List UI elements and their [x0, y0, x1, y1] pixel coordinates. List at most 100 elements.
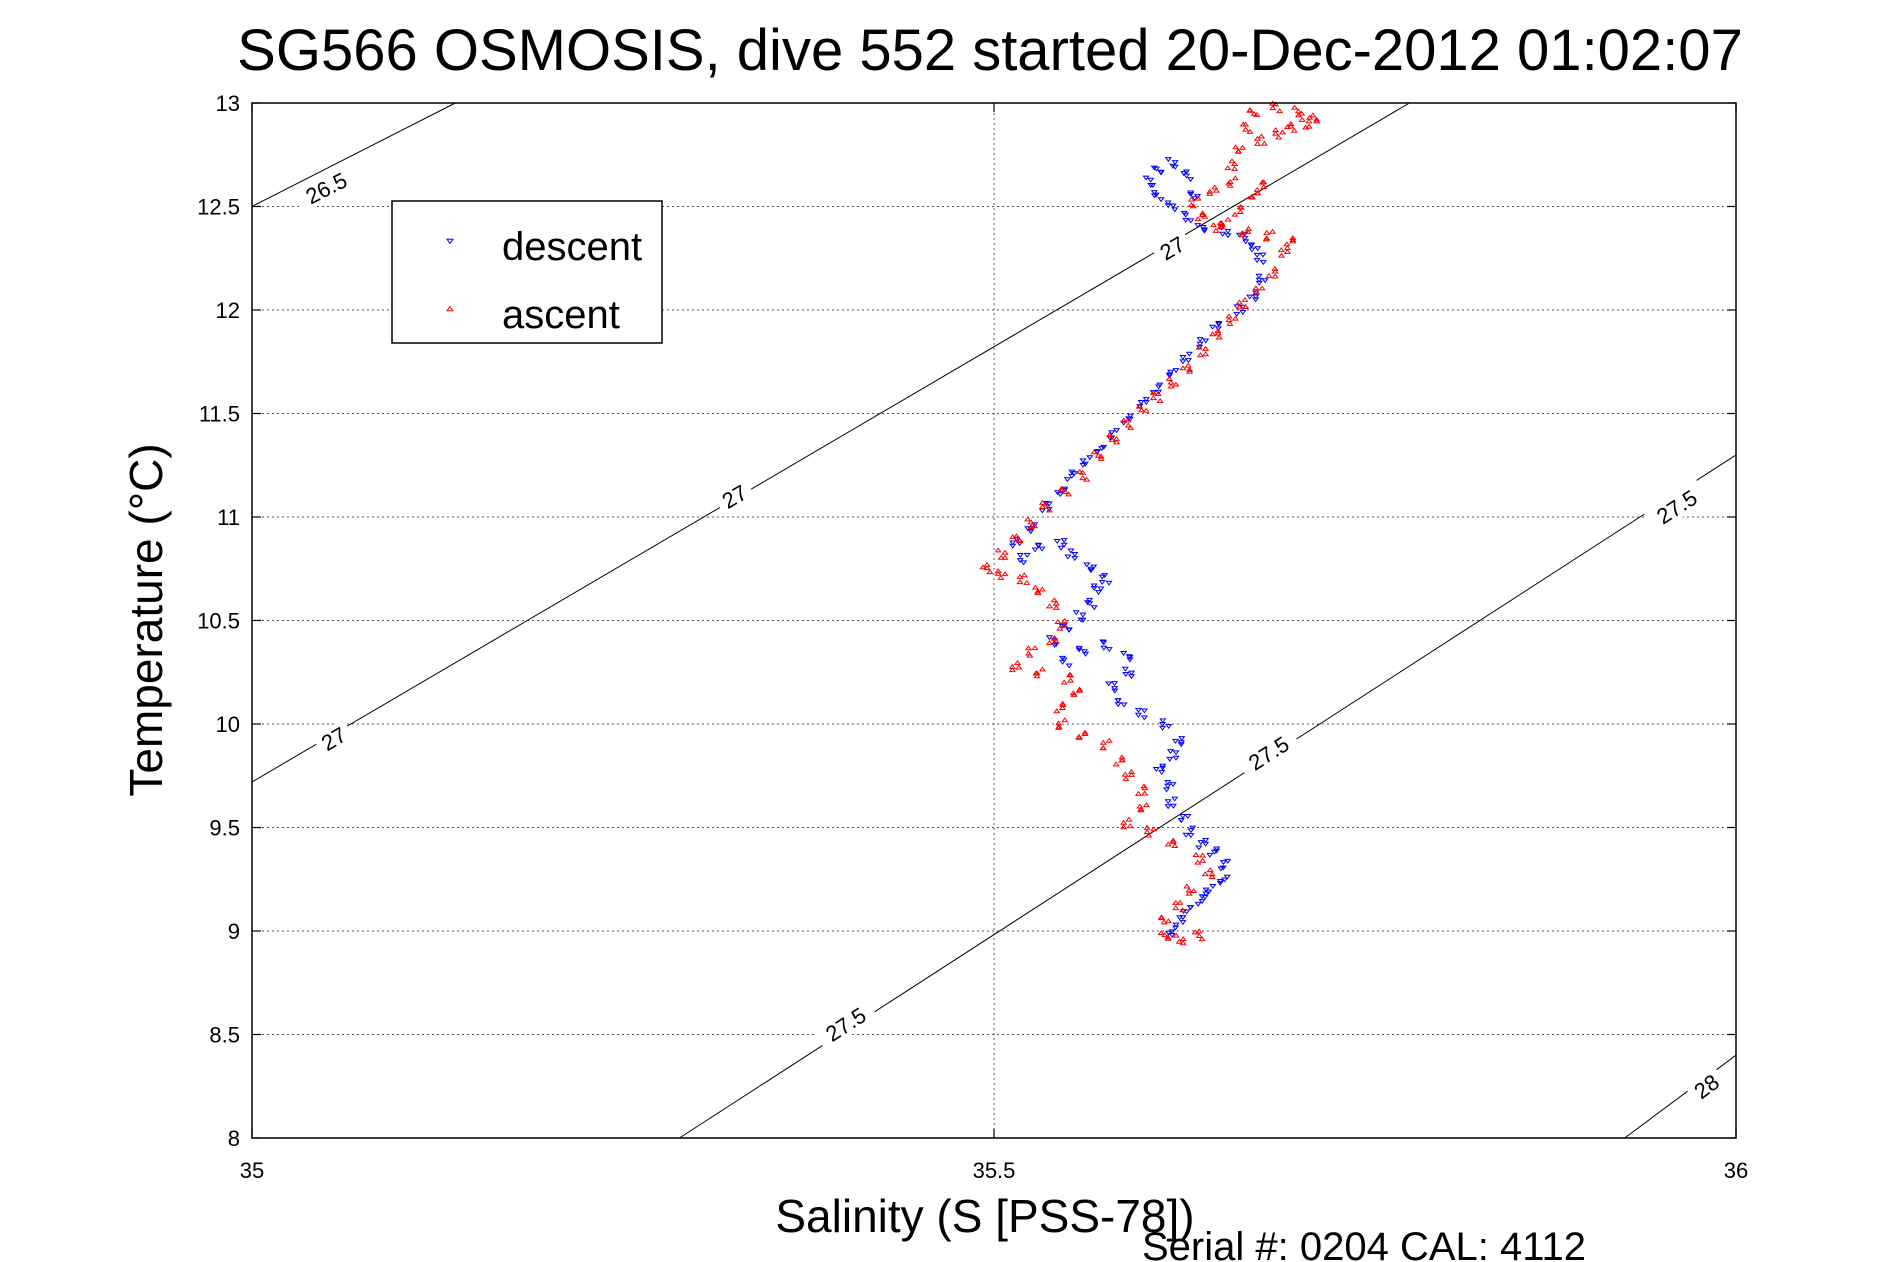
descent-point [1172, 750, 1180, 756]
descent-point [1159, 718, 1167, 724]
ascent-point [979, 564, 987, 570]
ascent-point [1216, 224, 1224, 230]
ascent-point [1313, 116, 1321, 122]
ascent-point [1278, 129, 1287, 135]
descent-point [1182, 832, 1190, 838]
descent-point [1031, 522, 1039, 528]
ascent-point [1185, 890, 1193, 896]
ascent-point [1045, 603, 1054, 609]
ascent-point [1269, 105, 1277, 111]
descent-point [1072, 610, 1080, 616]
descent-point [1016, 552, 1024, 558]
descent-point [1169, 782, 1177, 788]
descent-point [1209, 883, 1217, 889]
y-tick-label: 13 [216, 91, 240, 116]
ascent-point [1016, 579, 1024, 585]
descent-point [1209, 324, 1217, 330]
contour-label-27.5: 27.5 [813, 997, 879, 1052]
descent-point [1071, 551, 1079, 557]
ascent-point [1208, 871, 1216, 877]
descent-point [1126, 655, 1134, 661]
descent-point [1217, 866, 1225, 872]
descent-point [1060, 538, 1068, 544]
descent-point [1259, 252, 1267, 258]
descent-point [1090, 564, 1098, 570]
descent-point [1086, 597, 1094, 603]
ascent-point [1172, 932, 1180, 938]
ascent-point [1134, 790, 1143, 796]
ascent-point [1202, 345, 1210, 351]
descent-point [1215, 322, 1223, 328]
ascent-point [1137, 806, 1145, 812]
descent-point [1100, 444, 1108, 450]
ascent-point [1112, 761, 1120, 767]
descent-point [1098, 574, 1106, 580]
ascent-point [1234, 148, 1242, 154]
ascent-point [1260, 184, 1268, 190]
descent-point [1206, 852, 1214, 858]
descent-point [1075, 645, 1083, 651]
descent-point [1198, 899, 1206, 905]
descent-point [1152, 192, 1160, 198]
ascent-point [1309, 112, 1317, 118]
ascent-point [1067, 677, 1075, 683]
ascent-point [1015, 664, 1023, 670]
descent-point [1038, 546, 1046, 552]
ascent-point [1224, 216, 1232, 222]
ascent-point [1001, 571, 1009, 577]
ascent-point [1258, 285, 1266, 291]
ascent-point [1118, 757, 1126, 763]
ascent-point [1165, 375, 1173, 381]
ascent-point [1053, 708, 1061, 714]
ascent-point [1164, 918, 1172, 924]
descent-point [1191, 196, 1199, 202]
ascent-point [1112, 439, 1121, 445]
contour-label-background [1644, 479, 1710, 534]
descent-point [1184, 358, 1193, 364]
ascent-point [1183, 883, 1191, 889]
descent-point [1169, 163, 1177, 169]
descent-point [1254, 246, 1262, 252]
ascent-point [1271, 268, 1279, 274]
ascent-point [1194, 859, 1202, 865]
ascent-point [1187, 196, 1196, 202]
ascent-point [1195, 344, 1203, 350]
ascent-point [1059, 700, 1067, 706]
ascent-point [1172, 899, 1180, 905]
descent-point [1252, 297, 1260, 303]
ascent-point [1055, 720, 1063, 726]
descent-point [1179, 915, 1187, 921]
grid-lines [251, 102, 1737, 1139]
serial-cal-footer: Serial #: 0204 CAL: 4112 [1142, 1225, 1586, 1262]
ascent-point [1024, 516, 1032, 522]
ascent-point [997, 574, 1005, 580]
descent-point [1156, 382, 1164, 388]
y-tick-label: 11 [217, 505, 240, 530]
ascent-point [1157, 915, 1166, 921]
ascent-point [986, 569, 994, 575]
contour-label-28: 28 [1684, 1065, 1728, 1107]
descent-point [1233, 311, 1241, 317]
y-axis-label: Temperature (°C) [120, 443, 172, 796]
descent-point [1127, 674, 1136, 680]
descent-point [1134, 712, 1142, 718]
descent-point [1065, 663, 1073, 669]
ascent-point [1058, 487, 1066, 493]
descent-point [1079, 458, 1087, 464]
ascent-point [1305, 118, 1313, 124]
descent-point [1100, 640, 1108, 646]
ascent-point [1172, 381, 1180, 387]
ascent-point [1283, 245, 1291, 251]
ascent-point [1150, 826, 1158, 832]
ascent-point [1038, 586, 1046, 592]
ascent-point [1290, 127, 1298, 133]
contour-label-background [1150, 228, 1194, 268]
ascent-point [1157, 930, 1165, 936]
ascent-point [1247, 194, 1255, 200]
ascent-point [1195, 928, 1203, 934]
ascent-point [1272, 127, 1280, 133]
ascent-point [1232, 144, 1240, 150]
ascent-point [1045, 507, 1054, 513]
ascent-point [1016, 537, 1024, 543]
descent-point [1080, 649, 1088, 655]
